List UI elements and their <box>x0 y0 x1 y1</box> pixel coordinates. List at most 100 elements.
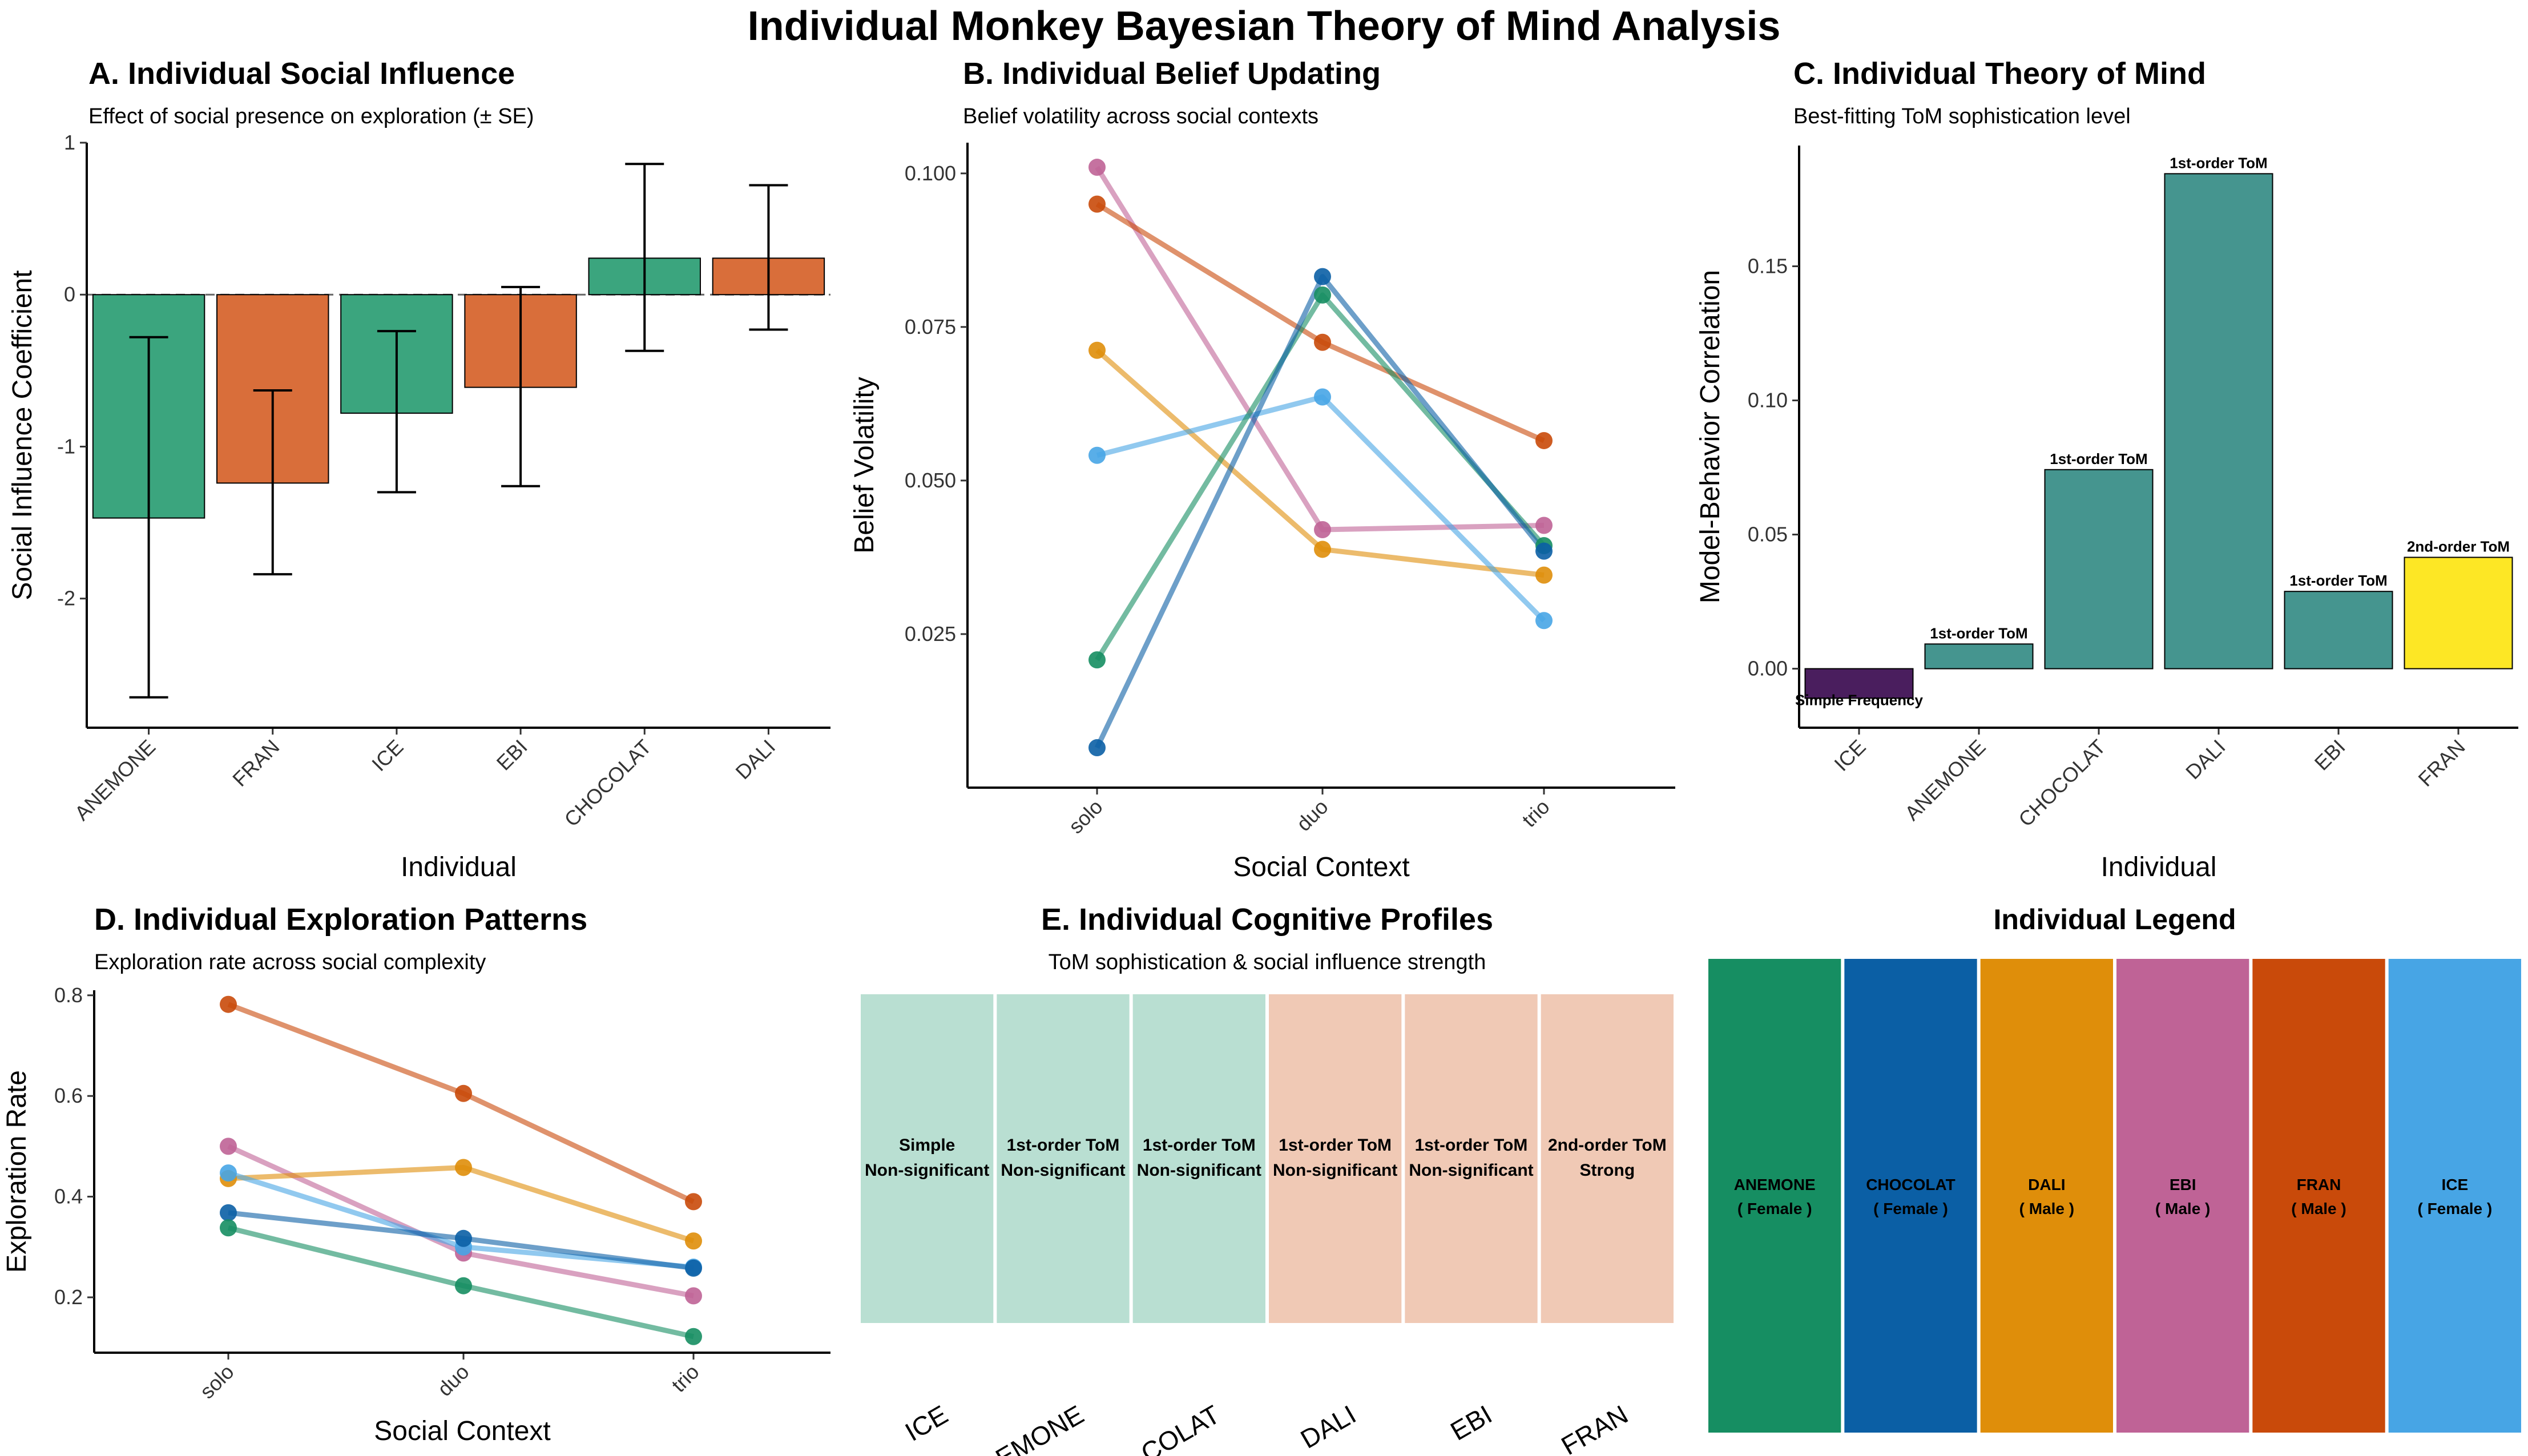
profile-influence-label: Non-significant <box>1409 1161 1533 1180</box>
y-tick-label: 0.025 <box>905 622 956 646</box>
x-axis-title: Individual <box>401 852 517 882</box>
profile-tom-label: 2nd-order ToM <box>1548 1136 1667 1155</box>
point-dali <box>455 1159 472 1176</box>
point-fran <box>1088 195 1106 213</box>
y-tick-label: 0.075 <box>905 315 956 338</box>
point-anemone <box>220 1219 237 1237</box>
x-tick-label: ANEMONE <box>70 735 160 825</box>
y-tick-label: -1 <box>57 434 75 458</box>
point-fran <box>1314 333 1331 351</box>
x-tick-label: EBI <box>2310 735 2350 775</box>
y-tick-label: 0.05 <box>1748 523 1788 546</box>
point-fran <box>220 995 237 1013</box>
point-ebi <box>220 1138 237 1155</box>
x-tick-label: ICE <box>900 1399 953 1447</box>
profile-tom-label: 1st-order ToM <box>1143 1136 1256 1155</box>
y-tick-label: 0.100 <box>905 162 956 185</box>
point-fran <box>455 1084 472 1102</box>
x-tick-label: duo <box>1292 795 1332 836</box>
figure-title: Individual Monkey Bayesian Theory of Min… <box>747 3 1781 49</box>
x-tick-label: solo <box>1064 795 1107 838</box>
panel-b-title: B. Individual Belief Updating <box>963 57 1381 91</box>
x-tick-label: FRAN <box>2413 735 2469 791</box>
x-tick-label: trio <box>1517 795 1554 832</box>
point-chocolat <box>455 1229 472 1247</box>
profile-tom-label: 1st-order ToM <box>1279 1136 1392 1155</box>
bar-chocolat <box>2044 469 2154 669</box>
x-axis-title: Individual <box>2101 852 2217 882</box>
profile-influence-label: Non-significant <box>1137 1161 1261 1180</box>
point-dali <box>1088 341 1106 359</box>
point-dali <box>1314 541 1331 558</box>
y-tick-label: 1 <box>64 131 75 154</box>
x-tick-label: duo <box>433 1360 473 1401</box>
chart-a: ANEMONE FRAN ICE EBI CHOCOLAT DALI 1 0 -1 -2 Indiv… <box>7 131 830 882</box>
x-tick-label: DALI <box>731 735 780 784</box>
point-dali <box>685 1232 702 1250</box>
bar-ebi <box>2284 591 2393 669</box>
y-tick-label: 0.00 <box>1748 657 1788 680</box>
point-anemone <box>1088 651 1106 669</box>
profile-tom-label: Simple <box>899 1136 955 1155</box>
y-tick-label: 0.2 <box>54 1285 83 1309</box>
panel-c-subtitle: Best-fitting ToM sophistication level <box>1793 104 2131 128</box>
chart-b: solo duo trio 0.100 0.075 0.050 0.025 Social Co… <box>849 143 1675 882</box>
legend-name: FRAN <box>2297 1176 2341 1193</box>
profile-tom-label: 1st-order ToM <box>1415 1136 1528 1155</box>
point-chocolat <box>220 1204 237 1221</box>
series-line-ice <box>1096 394 1546 623</box>
legend-sex: ( Male ) <box>2155 1200 2210 1217</box>
x-tick-label: DALI <box>1296 1399 1361 1454</box>
x-tick-label: FRAN <box>1556 1399 1632 1456</box>
profile-cell-fran <box>1541 994 1674 1323</box>
point-dali <box>1535 566 1553 584</box>
legend-swatch-anemone <box>1708 959 1841 1433</box>
point-chocolat <box>685 1259 702 1277</box>
legend-swatch-fran <box>2252 959 2385 1433</box>
x-tick-label: CHOCOLAT <box>2014 735 2110 832</box>
panel-a-subtitle: Effect of social presence on exploration… <box>88 104 534 128</box>
bar-value-label: 1st-order ToM <box>1930 624 2027 642</box>
y-axis-title: Belief Volatility <box>849 377 880 554</box>
legend-name: ANEMONE <box>1734 1176 1816 1193</box>
y-axis-title: Model-Behavior Correlation <box>1695 270 1725 603</box>
point-ice <box>1314 388 1331 406</box>
profile-cell-dali <box>1269 994 1402 1323</box>
point-chocolat <box>1088 739 1106 757</box>
x-tick-label: FRAN <box>228 735 284 791</box>
y-axis-title: Social Influence Coefficient <box>7 270 38 600</box>
point-fran <box>685 1193 702 1211</box>
point-ice <box>1535 612 1553 630</box>
legend-name: ICE <box>2441 1176 2468 1193</box>
profile-influence-label: Non-significant <box>865 1161 989 1180</box>
x-axis-title: Social Context <box>374 1416 551 1446</box>
legend-swatch-ebi <box>2116 959 2249 1433</box>
y-tick-label: 0.10 <box>1748 389 1788 412</box>
x-tick-label: EBI <box>492 735 532 775</box>
legend-name: EBI <box>2170 1176 2196 1193</box>
profile-tom-label: 1st-order ToM <box>1007 1136 1120 1155</box>
chart-e: Simple Non-significant 1st-order ToM Non-si… <box>861 994 1674 1456</box>
y-tick-label: 0.4 <box>54 1185 83 1208</box>
bar-dali <box>2164 173 2273 669</box>
bar-value-label: 2nd-order ToM <box>2407 538 2510 555</box>
point-ebi <box>1314 521 1331 538</box>
x-tick-label: EMONE <box>990 1399 1088 1456</box>
y-tick-label: 0 <box>64 283 75 306</box>
x-tick-label: ICE <box>367 735 408 776</box>
panel-c-title: C. Individual Theory of Mind <box>1793 57 2206 91</box>
panel-e-title: E. Individual Cognitive Profiles <box>1041 902 1494 937</box>
legend-name: DALI <box>2028 1176 2065 1193</box>
point-ebi <box>685 1287 702 1305</box>
point-fran <box>1535 431 1553 449</box>
x-tick-label: EBI <box>1445 1399 1497 1446</box>
point-ice <box>1088 446 1106 464</box>
bar-value-label: 1st-order ToM <box>2289 572 2387 589</box>
x-axis-title: Social Context <box>1233 852 1410 882</box>
profile-influence-label: Non-significant <box>1001 1161 1125 1180</box>
panel-a-title: A. Individual Social Influence <box>88 57 515 91</box>
profile-cell-chocolat <box>1132 994 1265 1323</box>
profile-cell-ice <box>861 994 994 1323</box>
profile-cell-anemone <box>997 994 1130 1323</box>
